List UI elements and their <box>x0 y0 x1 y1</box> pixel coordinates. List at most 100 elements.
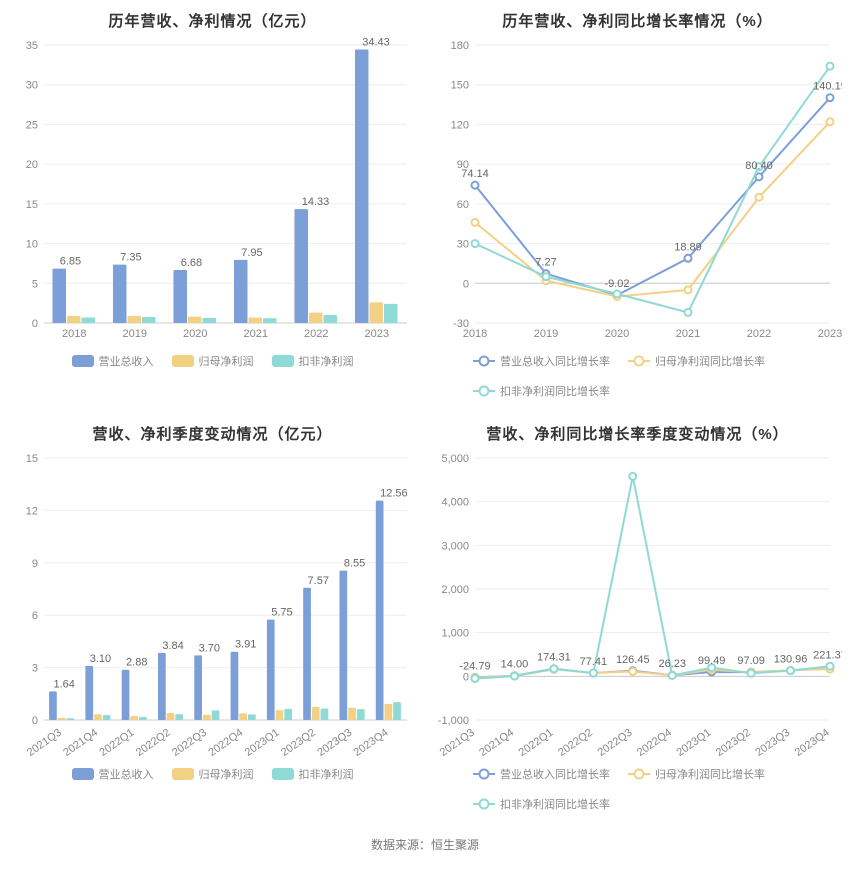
svg-text:97.09: 97.09 <box>737 655 765 667</box>
svg-text:0: 0 <box>463 278 469 290</box>
svg-text:2022Q3: 2022Q3 <box>596 727 635 759</box>
chart1: 051015202530356.8520187.3520196.6820207.… <box>8 37 417 347</box>
svg-text:2022: 2022 <box>304 328 328 340</box>
svg-text:7.95: 7.95 <box>241 247 262 259</box>
svg-text:2022Q3: 2022Q3 <box>170 727 209 759</box>
svg-text:74.14: 74.14 <box>461 168 489 180</box>
svg-text:25: 25 <box>26 119 38 131</box>
chart4: -1,00001,0002,0003,0004,0005,000-24.7914… <box>433 450 842 760</box>
svg-text:130.96: 130.96 <box>774 654 808 666</box>
chart2: -30030609012015018074.147.27-9.0218.8980… <box>433 37 842 347</box>
chart2-title: 历年营收、净利同比增长率情况（%） <box>433 10 842 31</box>
svg-text:7.27: 7.27 <box>535 257 556 269</box>
chart1-legend: 营业总收入 归母净利润 扣非净利润 <box>8 347 417 377</box>
svg-text:-1,000: -1,000 <box>438 715 469 727</box>
legend-item[interactable]: 归母净利润 <box>172 353 254 369</box>
svg-text:2019: 2019 <box>123 328 147 340</box>
svg-text:26.23: 26.23 <box>658 658 686 670</box>
legend-item[interactable]: 扣非净利润 <box>272 766 354 782</box>
svg-text:12: 12 <box>26 505 38 517</box>
svg-text:2021Q4: 2021Q4 <box>477 727 516 759</box>
chart4-legend: 营业总收入同比增长率 归母净利润同比增长率扣非净利润同比增长率 <box>433 760 842 820</box>
svg-text:0: 0 <box>32 318 38 330</box>
svg-text:60: 60 <box>457 199 469 211</box>
legend-item[interactable]: 营业总收入同比增长率 <box>473 353 610 369</box>
svg-text:20: 20 <box>26 159 38 171</box>
chart4-title: 营收、净利同比增长率季度变动情况（%） <box>433 423 842 444</box>
svg-text:221.37: 221.37 <box>813 650 842 662</box>
legend-item[interactable]: 营业总收入同比增长率 <box>473 766 610 782</box>
svg-text:35: 35 <box>26 40 38 52</box>
svg-text:99.49: 99.49 <box>698 655 726 667</box>
legend-item[interactable]: 扣非净利润 <box>272 353 354 369</box>
legend-item[interactable]: 扣非净利润同比增长率 <box>473 383 610 399</box>
charts-grid: 历年营收、净利情况（亿元） 051015202530356.8520187.35… <box>0 0 850 826</box>
svg-text:2018: 2018 <box>62 328 86 340</box>
svg-text:5,000: 5,000 <box>441 453 469 465</box>
svg-text:2020: 2020 <box>183 328 207 340</box>
svg-text:7.35: 7.35 <box>120 252 141 264</box>
svg-text:180: 180 <box>451 40 469 52</box>
svg-text:2019: 2019 <box>534 328 558 340</box>
panel-annual-revenue: 历年营收、净利情况（亿元） 051015202530356.8520187.35… <box>0 0 425 413</box>
svg-text:126.45: 126.45 <box>616 654 650 666</box>
legend-item[interactable]: 营业总收入 <box>72 766 154 782</box>
panel-quarterly-revenue: 营收、净利季度变动情况（亿元） 036912151.642021Q33.1020… <box>0 413 425 826</box>
svg-text:6: 6 <box>32 610 38 622</box>
svg-text:2023: 2023 <box>365 328 389 340</box>
svg-text:3.91: 3.91 <box>235 639 256 651</box>
svg-text:5.75: 5.75 <box>271 607 292 619</box>
chart3-legend: 营业总收入 归母净利润 扣非净利润 <box>8 760 417 790</box>
svg-text:0: 0 <box>32 715 38 727</box>
svg-text:3,000: 3,000 <box>441 540 469 552</box>
legend-item[interactable]: 归母净利润同比增长率 <box>628 766 765 782</box>
chart1-title: 历年营收、净利情况（亿元） <box>8 10 417 31</box>
footer-source: 数据来源：恒生聚源 <box>0 826 850 867</box>
svg-text:2023Q1: 2023Q1 <box>674 727 713 759</box>
svg-text:30: 30 <box>457 239 469 251</box>
svg-text:12.56: 12.56 <box>380 488 408 500</box>
svg-text:2021: 2021 <box>676 328 700 340</box>
svg-text:2.88: 2.88 <box>126 657 147 669</box>
svg-text:9: 9 <box>32 558 38 570</box>
svg-text:2022: 2022 <box>747 328 771 340</box>
svg-text:2022Q2: 2022Q2 <box>556 727 595 759</box>
svg-text:2021: 2021 <box>244 328 268 340</box>
svg-text:15: 15 <box>26 199 38 211</box>
svg-text:30: 30 <box>26 80 38 92</box>
svg-text:2023Q3: 2023Q3 <box>753 727 792 759</box>
svg-text:14.33: 14.33 <box>302 196 330 208</box>
chart3: 036912151.642021Q33.102021Q42.882022Q13.… <box>8 450 417 760</box>
svg-text:14.00: 14.00 <box>501 659 529 671</box>
svg-text:2018: 2018 <box>463 328 487 340</box>
svg-text:80.40: 80.40 <box>745 160 773 172</box>
svg-text:77.41: 77.41 <box>580 656 608 668</box>
svg-text:2023Q4: 2023Q4 <box>352 727 391 759</box>
legend-item[interactable]: 营业总收入 <box>72 353 154 369</box>
svg-text:2021Q3: 2021Q3 <box>25 727 64 759</box>
svg-text:1,000: 1,000 <box>441 628 469 640</box>
svg-text:2022Q4: 2022Q4 <box>206 727 245 759</box>
svg-text:2023: 2023 <box>818 328 842 340</box>
svg-text:10: 10 <box>26 239 38 251</box>
svg-text:2021Q4: 2021Q4 <box>61 727 100 759</box>
svg-text:4,000: 4,000 <box>441 497 469 509</box>
svg-text:2022Q4: 2022Q4 <box>635 727 674 759</box>
legend-item[interactable]: 归母净利润同比增长率 <box>628 353 765 369</box>
svg-text:6.68: 6.68 <box>181 257 202 269</box>
svg-text:1.64: 1.64 <box>53 678 74 690</box>
svg-text:2022Q2: 2022Q2 <box>134 727 173 759</box>
legend-item[interactable]: 归母净利润 <box>172 766 254 782</box>
svg-text:150: 150 <box>451 80 469 92</box>
chart3-title: 营收、净利季度变动情况（亿元） <box>8 423 417 444</box>
panel-annual-growth: 历年营收、净利同比增长率情况（%） -30030609012015018074.… <box>425 0 850 413</box>
svg-text:15: 15 <box>26 453 38 465</box>
panel-quarterly-growth: 营收、净利同比增长率季度变动情况（%） -1,00001,0002,0003,0… <box>425 413 850 826</box>
legend-item[interactable]: 扣非净利润同比增长率 <box>473 796 610 812</box>
svg-text:2023Q2: 2023Q2 <box>279 727 318 759</box>
svg-text:2023Q3: 2023Q3 <box>315 727 354 759</box>
svg-text:2022Q1: 2022Q1 <box>517 727 556 759</box>
svg-text:-9.02: -9.02 <box>604 278 629 290</box>
svg-text:2023Q4: 2023Q4 <box>793 727 832 759</box>
svg-text:2022Q1: 2022Q1 <box>98 727 137 759</box>
